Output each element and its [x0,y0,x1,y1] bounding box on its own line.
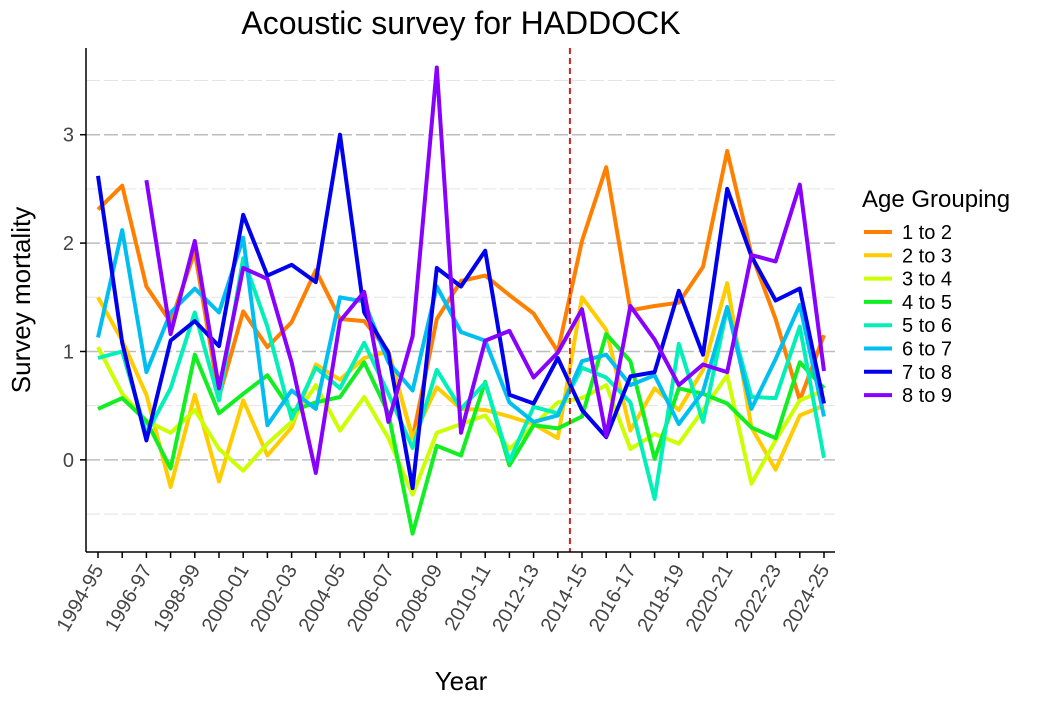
legend-label: 3 to 4 [902,269,952,291]
y-tick-label: 3 [63,125,74,147]
legend-title: Age Grouping [862,186,1010,213]
x-tick-label: 2024-25 [779,561,835,636]
legend-label: 5 to 6 [902,315,952,337]
legend: Age Grouping 1 to 22 to 33 to 44 to 55 t… [862,186,1010,407]
y-tick-label: 1 [63,341,74,363]
series-line-7-to-8 [96,132,826,491]
legend-label: 8 to 9 [902,385,952,407]
y-tick-label: 0 [63,450,74,472]
x-tick-label: 2008-09 [391,561,447,636]
x-axis-label: Year [435,666,488,696]
series-line-5-to-6 [97,256,826,501]
series-line-6-to-7 [96,228,826,428]
chart-title: Acoustic survey for HADDOCK [241,5,680,41]
legend-label: 1 to 2 [902,222,952,244]
legend-label: 6 to 7 [902,339,952,361]
legend-label: 7 to 8 [902,362,952,384]
y-tick-label: 2 [63,233,74,255]
y-axis-label: Survey mortality [6,207,36,393]
legend-label: 2 to 3 [902,245,952,267]
legend-label: 4 to 5 [902,292,952,314]
x-tick-label: 2010-11 [441,561,496,634]
series-line-8-to-9 [144,65,826,475]
